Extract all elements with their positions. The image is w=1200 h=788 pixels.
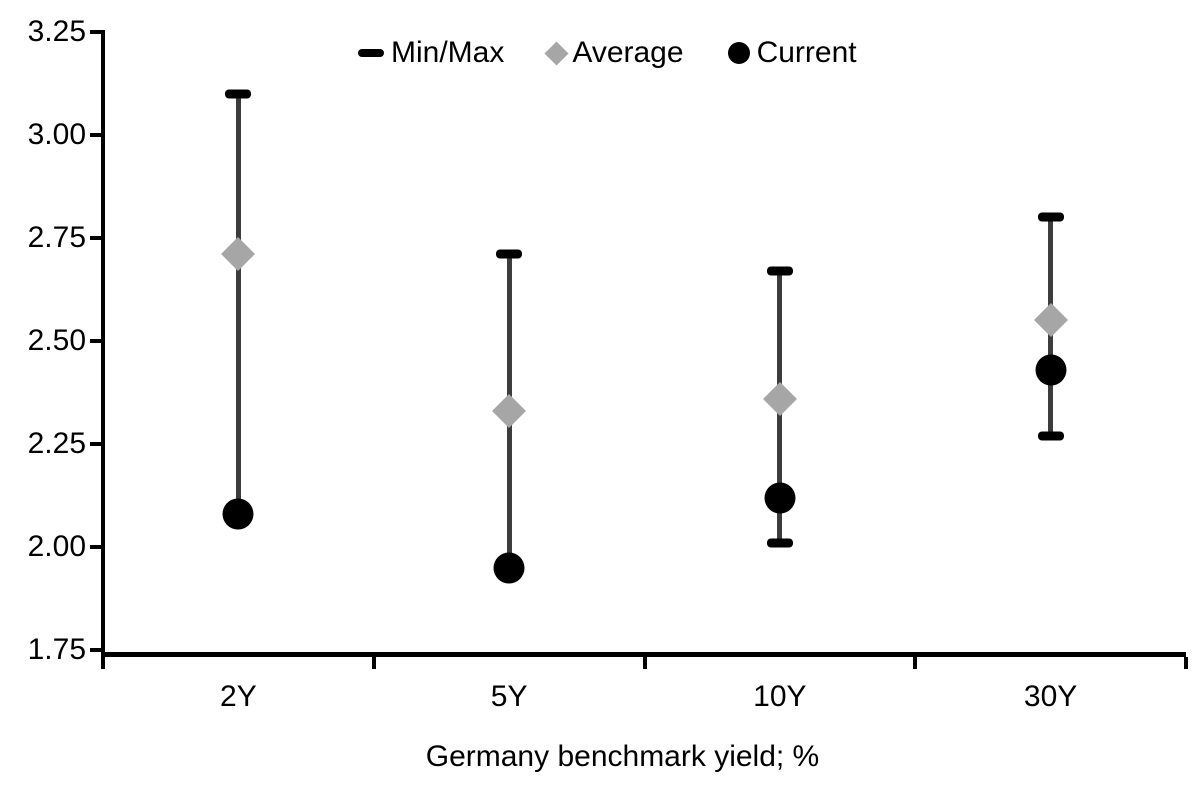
legend-label-average: Average (572, 36, 684, 69)
y-axis-tick-label: 2.00 (27, 530, 86, 563)
average-marker (492, 394, 527, 429)
x-axis-tick (101, 657, 105, 669)
max-cap (1037, 212, 1064, 222)
max-cap (496, 249, 523, 259)
y-axis-tick (90, 30, 103, 34)
current-circle-icon (727, 42, 750, 64)
minmax-dash-icon (358, 49, 384, 57)
x-axis-title: Germany benchmark yield; % (425, 740, 820, 773)
x-axis-category-label: 2Y (220, 680, 257, 713)
x-axis-tick (642, 657, 647, 669)
y-axis-tick-label: 2.50 (27, 324, 86, 357)
current-marker (493, 552, 525, 584)
y-axis-tick (90, 442, 103, 446)
x-axis-category-label: 10Y (753, 680, 807, 713)
y-axis-tick (90, 648, 103, 652)
legend-item-current: Current (727, 36, 857, 69)
x-axis-category-label: 30Y (1023, 680, 1078, 713)
average-marker (1033, 303, 1068, 338)
minmax-range-line (235, 93, 241, 515)
x-axis-tick (913, 657, 918, 669)
legend-item-minmax: Min/Max (358, 38, 504, 68)
average-marker (221, 237, 256, 272)
y-axis-tick (90, 339, 103, 343)
y-axis-tick (90, 545, 103, 549)
max-cap (766, 266, 793, 276)
y-axis-tick-label: 2.75 (27, 221, 86, 254)
max-cap (225, 89, 252, 99)
y-axis-tick-label: 3.25 (27, 15, 86, 48)
average-marker (762, 381, 797, 416)
current-marker (764, 482, 796, 514)
min-cap (1037, 431, 1064, 441)
legend-item-average: Average (544, 36, 684, 69)
x-axis-tick (371, 657, 376, 669)
x-axis-category-label: 5Y (490, 680, 528, 713)
y-axis-tick (90, 236, 103, 240)
x-axis-line (101, 652, 1186, 657)
y-axis-tick-label: 2.25 (27, 427, 86, 460)
legend-label-minmax: Min/Max (391, 36, 505, 69)
y-axis-tick-label: 3.00 (27, 118, 86, 151)
x-axis-tick (1184, 657, 1188, 669)
y-axis-tick (90, 133, 103, 137)
chart-legend: Min/Max Average Current (358, 38, 857, 68)
y-axis-line (101, 30, 105, 657)
current-marker (222, 498, 254, 530)
current-marker (1035, 354, 1067, 386)
min-cap (766, 538, 793, 548)
legend-label-current: Current (756, 36, 857, 69)
y-axis-tick-label: 1.75 (27, 633, 86, 666)
average-diamond-icon (544, 40, 569, 66)
